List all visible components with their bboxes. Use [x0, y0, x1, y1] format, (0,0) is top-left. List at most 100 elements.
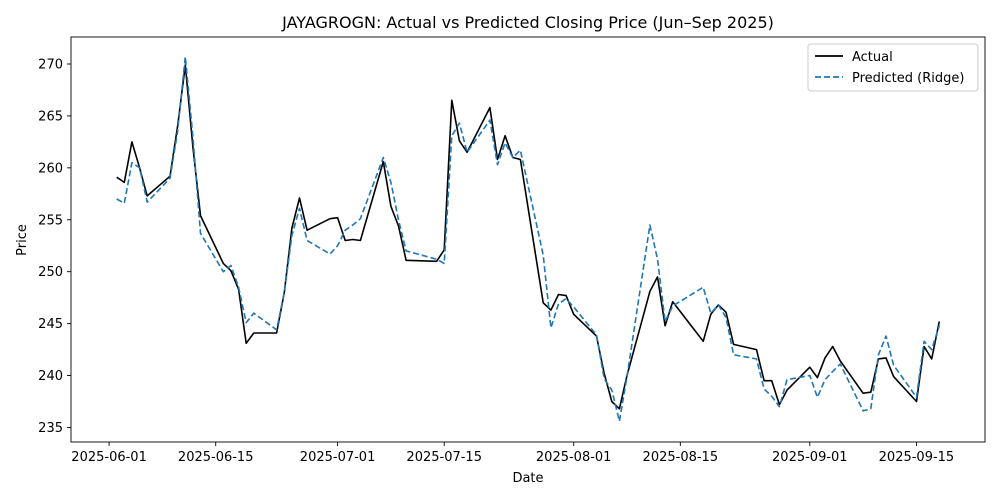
data-point-actual: [191, 146, 194, 149]
data-point-predicted: [930, 348, 933, 351]
data-point-actual: [222, 262, 225, 265]
data-point-actual: [786, 389, 789, 392]
data-point-predicted: [329, 253, 332, 256]
data-point-predicted: [504, 141, 507, 144]
data-point-predicted: [146, 201, 149, 204]
y-tick-label: 240: [38, 369, 63, 384]
x-tick-label: 2025-06-01: [71, 450, 147, 465]
y-tick-label: 245: [38, 317, 63, 332]
data-point-predicted: [572, 306, 575, 309]
x-tick-label: 2025-09-15: [879, 450, 955, 465]
data-point-actual: [115, 176, 118, 179]
data-point-predicted: [824, 378, 827, 381]
data-point-predicted: [877, 353, 880, 356]
x-axis-label: Date: [512, 471, 543, 486]
x-tick-label: 2025-06-15: [178, 450, 254, 465]
data-point-actual: [824, 356, 827, 359]
data-point-predicted: [671, 305, 674, 308]
data-point-predicted: [831, 370, 834, 373]
data-point-actual: [831, 345, 834, 348]
data-point-predicted: [283, 291, 286, 294]
data-point-actual: [557, 293, 560, 296]
data-point-predicted: [184, 55, 187, 58]
data-point-actual: [572, 313, 575, 316]
data-point-actual: [618, 407, 621, 410]
data-point-actual: [938, 320, 941, 323]
data-point-predicted: [359, 217, 362, 220]
data-point-predicted: [123, 202, 126, 205]
data-point-predicted: [458, 122, 461, 125]
y-tick-label: 265: [38, 109, 63, 124]
data-point-predicted: [191, 135, 194, 138]
data-point-predicted: [770, 395, 773, 398]
data-point-predicted: [786, 378, 789, 381]
data-point-predicted: [496, 163, 499, 166]
series-line-predicted: [116, 55, 941, 423]
data-point-predicted: [565, 297, 568, 300]
data-point-actual: [671, 300, 674, 303]
x-axis: 2025-06-01 2025-06-15 2025-07-01 2025-07-15…: [71, 442, 954, 465]
data-point-actual: [290, 227, 293, 230]
data-point-predicted: [557, 302, 560, 305]
data-point-predicted: [351, 224, 354, 227]
data-point-actual: [892, 375, 895, 378]
data-point-predicted: [869, 407, 872, 410]
data-point-predicted: [237, 286, 240, 289]
legend: Actual Predicted (Ridge): [807, 43, 979, 92]
data-point-predicted: [778, 405, 781, 408]
data-point-predicted: [618, 420, 621, 423]
data-point-predicted: [169, 177, 172, 180]
y-tick-label: 270: [38, 58, 63, 73]
data-point-actual: [329, 217, 332, 220]
legend-label-actual: Actual: [852, 50, 893, 65]
data-point-actual: [344, 239, 347, 242]
y-axis: 235 240 245 250 255 260 265 270: [38, 58, 71, 436]
data-point-actual: [123, 181, 126, 184]
data-point-predicted: [549, 326, 552, 329]
data-point-actual: [359, 239, 362, 242]
data-point-actual: [450, 99, 453, 102]
data-point-predicted: [664, 320, 667, 323]
data-point-actual: [488, 106, 491, 109]
data-point-predicted: [816, 396, 819, 399]
data-point-predicted: [885, 335, 888, 338]
data-point-predicted: [245, 321, 248, 324]
data-point-predicted: [862, 409, 865, 412]
data-point-actual: [808, 366, 811, 369]
data-point-actual: [351, 238, 354, 241]
plot-frame: [70, 36, 986, 443]
x-tick-label: 2025-07-15: [406, 450, 482, 465]
data-point-actual: [298, 197, 301, 200]
y-tick-label: 250: [38, 265, 63, 280]
data-point-actual: [862, 392, 865, 395]
data-point-predicted: [199, 232, 202, 235]
plot-area: [115, 55, 941, 423]
data-point-actual: [869, 391, 872, 394]
data-point-actual: [504, 134, 507, 137]
data-point-predicted: [275, 328, 278, 331]
data-point-actual: [816, 376, 819, 379]
y-tick-label: 235: [38, 421, 63, 436]
data-point-predicted: [725, 316, 728, 319]
data-point-actual: [702, 340, 705, 343]
data-point-predicted: [702, 286, 705, 289]
data-point-actual: [306, 229, 309, 232]
data-point-predicted: [138, 166, 141, 169]
data-point-predicted: [717, 303, 720, 306]
data-point-predicted: [336, 244, 339, 247]
data-point-actual: [245, 342, 248, 345]
data-point-actual: [542, 301, 545, 304]
data-point-predicted: [542, 254, 545, 257]
legend-label-predicted: Predicted (Ridge): [852, 71, 964, 86]
legend-box: [807, 43, 979, 92]
data-point-predicted: [656, 258, 659, 261]
data-point-predicted: [382, 156, 385, 159]
data-point-actual: [130, 140, 133, 143]
data-point-actual: [656, 275, 659, 278]
data-point-predicted: [892, 364, 895, 367]
x-tick-label: 2025-07-01: [300, 450, 376, 465]
data-point-predicted: [222, 270, 225, 273]
data-point-actual: [389, 205, 392, 208]
data-point-actual: [755, 348, 758, 351]
data-point-actual: [252, 332, 255, 335]
